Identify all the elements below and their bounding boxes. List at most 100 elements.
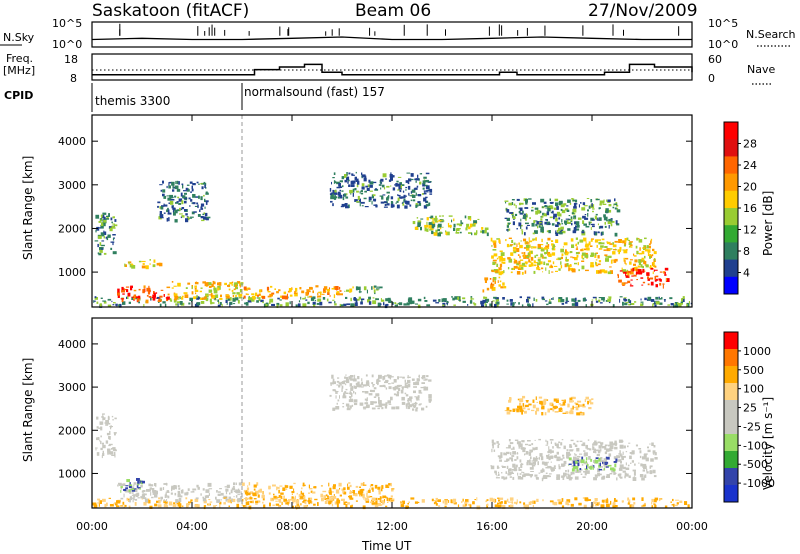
power-cell-0 [289,301,291,305]
power-cell-0 [314,300,317,302]
power-cell-10 [576,255,579,258]
power-cell-10 [519,259,524,261]
power-cell-2 [171,281,174,283]
power-cell-10 [568,267,570,272]
power-cell-10 [540,267,544,270]
velocity-cell-5 [511,459,513,462]
power-cell-5 [100,224,104,229]
power-cell-0 [518,302,520,305]
power-cell-5 [106,236,109,241]
velocity-cell-8 [519,408,523,413]
power-cell-10 [598,241,602,245]
velocity-cell-5 [517,472,519,476]
power-cell-11 [540,198,545,203]
power-cell-8 [422,180,426,185]
velocity-cell-0 [476,505,481,510]
power-cell-12 [635,271,640,274]
power-cell-12 [618,279,622,283]
power-cell-7 [182,195,186,199]
freq-panel: Freq. [MHz] 18 8 60 0 Nave [3,52,775,85]
power-cell-0 [122,301,126,305]
power-cell-10 [587,243,590,246]
power-cell-7 [159,214,163,218]
power-cell-10 [565,259,569,262]
power-cell-10 [570,256,573,258]
power-cell-3 [328,287,330,291]
velocity-cell-5 [597,468,600,473]
power-cell-11 [598,226,601,229]
power-cell-8 [381,184,385,188]
velocity-cell-1 [219,488,222,490]
velocity-cell-2 [348,482,351,484]
nsky-series-line [91,23,692,41]
velocity-cell-5 [622,440,624,443]
power-cell-11 [561,219,563,223]
velocity-cell-7 [413,386,417,388]
velocity-cell-4 [112,447,116,450]
velocity-cell-7 [401,386,406,388]
power-cell-11 [518,211,521,214]
power-cell-5 [113,224,118,227]
power-cell-7 [191,185,193,189]
power-cell-10 [629,241,633,243]
power-cell-10 [518,242,520,245]
velocity-cell-1 [133,494,136,498]
power-cell-0 [519,296,522,299]
velocity-cell-5 [493,449,496,452]
power-cell-11 [580,202,582,204]
power-cell-11 [575,225,579,228]
power-cell-11 [573,228,577,232]
velocity-cell-1 [154,483,157,487]
power-cell-9 [473,223,477,225]
velocity-cell-5 [601,446,606,449]
power-cell-0 [561,303,565,305]
power-cell-10 [603,249,607,251]
velocity-cell-3 [130,488,135,491]
power-cell-11 [604,225,607,228]
power-cell-5 [111,225,115,229]
velocity-cell-0 [355,500,358,502]
power-cell-10 [542,271,544,273]
power-cell-10 [576,246,578,250]
velocity-cell-7 [366,380,370,385]
velocity-cell-7 [406,384,409,389]
power-cell-10 [517,268,522,270]
velocity-cell-1 [132,498,134,503]
velocity-cell-5 [512,463,516,468]
power-cell-2 [238,296,242,299]
power-cell-0 [548,301,552,304]
power-cell-7 [186,184,190,186]
power-cell-8 [401,184,405,186]
power-cell-3 [307,291,309,295]
power-cell-0 [432,299,437,302]
power-cell-11 [608,204,612,207]
power-cell-8 [334,181,337,183]
velocity-cell-0 [275,500,278,502]
power-cell-0 [225,299,228,303]
velocity-cell-6 [568,457,572,461]
velocity-cell-1 [131,486,135,490]
power-cell-3 [295,287,298,292]
power-cell-10 [638,252,643,254]
power-cell-12 [654,276,656,280]
power-cell-10 [610,260,613,264]
power-cell-0 [285,302,289,307]
power-cell-1 [147,291,150,295]
power-cell-9 [417,220,422,224]
power-cell-11 [602,231,604,236]
power-cell-7 [183,190,187,192]
power-cell-10 [614,240,618,243]
velocity-cell-2 [326,495,329,498]
velocity-cell-8 [504,410,508,412]
power-cell-0 [269,298,274,303]
velocity-cell-6 [577,468,579,472]
power-cell-9 [467,216,472,220]
power-cell-8 [428,202,431,206]
power-cell-2 [239,289,243,293]
velocity-cell-6 [599,462,601,467]
power-cell-5 [110,217,113,221]
power-cell-7 [197,214,201,217]
velocity-cell-2 [369,496,373,498]
power-cell-7 [200,196,203,201]
power-cell-5 [100,214,103,217]
